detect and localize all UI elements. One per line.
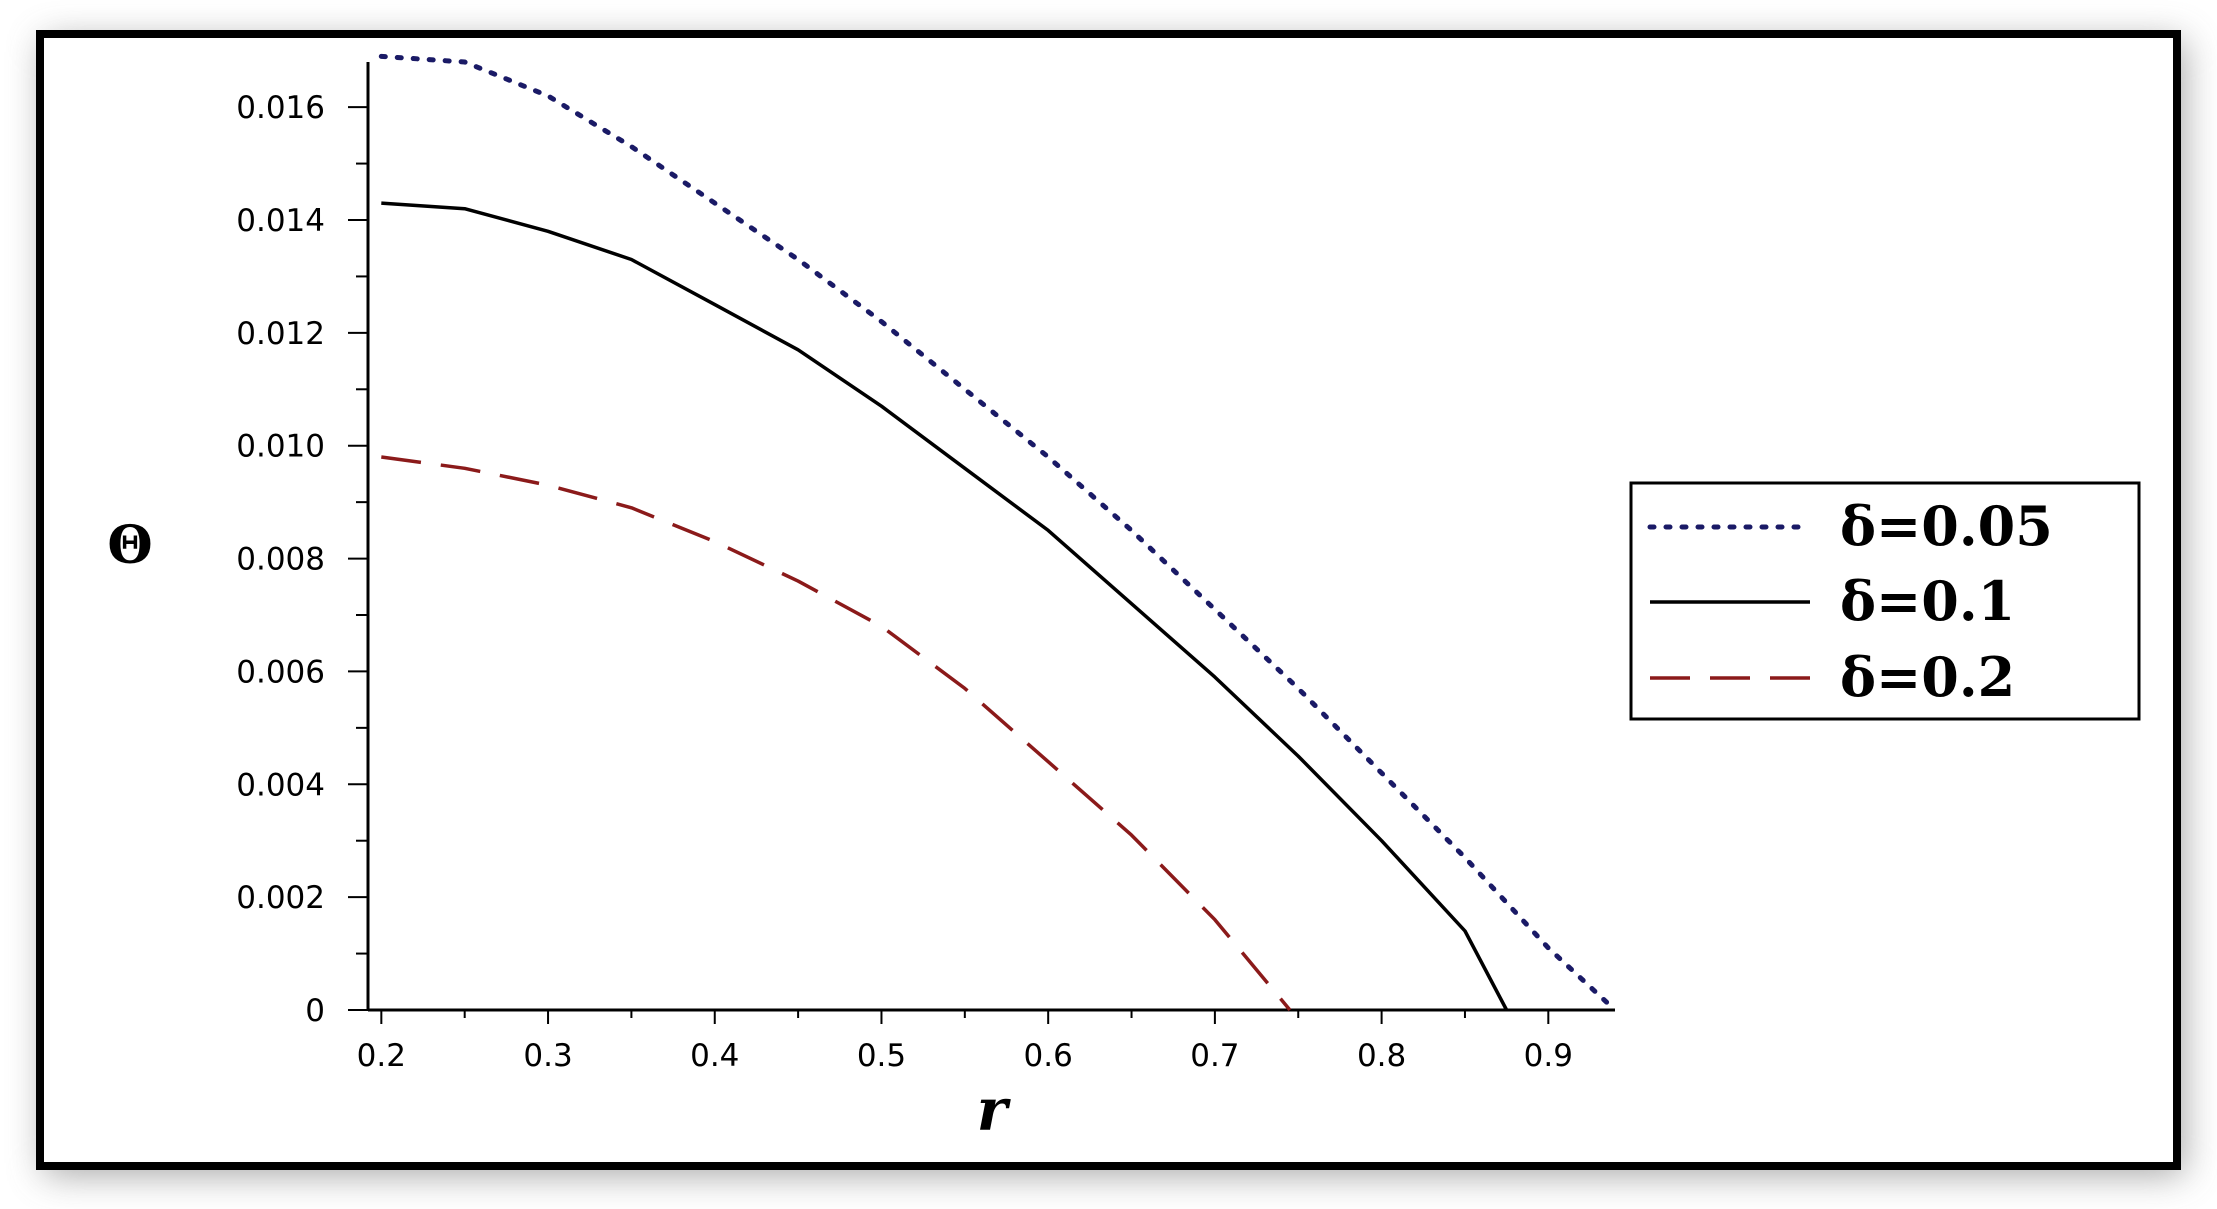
y-tick-label: 0 — [305, 993, 325, 1029]
x-tick-label: 0.2 — [357, 1038, 406, 1074]
x-tick-label: 0.3 — [523, 1038, 572, 1074]
y-tick-label: 0.006 — [236, 654, 325, 690]
legend: δ=0.05 δ=0.1 δ=0.2 — [1629, 481, 2141, 721]
x-tick-label: 0.6 — [1024, 1038, 1073, 1074]
series-line — [378, 53, 1618, 1013]
series-line — [381, 201, 1509, 1011]
legend-label: δ=0.1 — [1840, 569, 2015, 633]
y-axis-title: Θ — [107, 515, 152, 576]
axes — [348, 62, 1615, 1024]
x-axis-title: r — [977, 1076, 1012, 1144]
legend-label: δ=0.2 — [1840, 645, 2015, 709]
legend-label: δ=0.05 — [1840, 494, 2053, 558]
y-tick-label: 0.008 — [236, 542, 325, 578]
x-tick-label: 0.4 — [690, 1038, 739, 1074]
y-tick-label: 0.010 — [236, 429, 325, 465]
x-tick-label: 0.7 — [1190, 1038, 1239, 1074]
x-tick-labels: 0.2 0.3 0.4 0.5 0.6 0.7 0.8 0.9 — [357, 1038, 1573, 1074]
series-layer — [378, 53, 1618, 1013]
x-tick-label: 0.9 — [1524, 1038, 1573, 1074]
series-line — [381, 455, 1292, 1012]
y-tick-label: 0.012 — [236, 316, 325, 352]
y-tick-label: 0.004 — [236, 767, 325, 803]
x-tick-label: 0.8 — [1357, 1038, 1406, 1074]
y-tick-label: 0.016 — [236, 90, 325, 126]
x-tick-label: 0.5 — [857, 1038, 906, 1074]
y-tick-labels: 0 0.002 0.004 0.006 0.008 0.010 0.012 0.014 0.01… — [236, 90, 325, 1029]
y-tick-label: 0.002 — [236, 880, 325, 916]
y-tick-label: 0.014 — [236, 203, 325, 239]
